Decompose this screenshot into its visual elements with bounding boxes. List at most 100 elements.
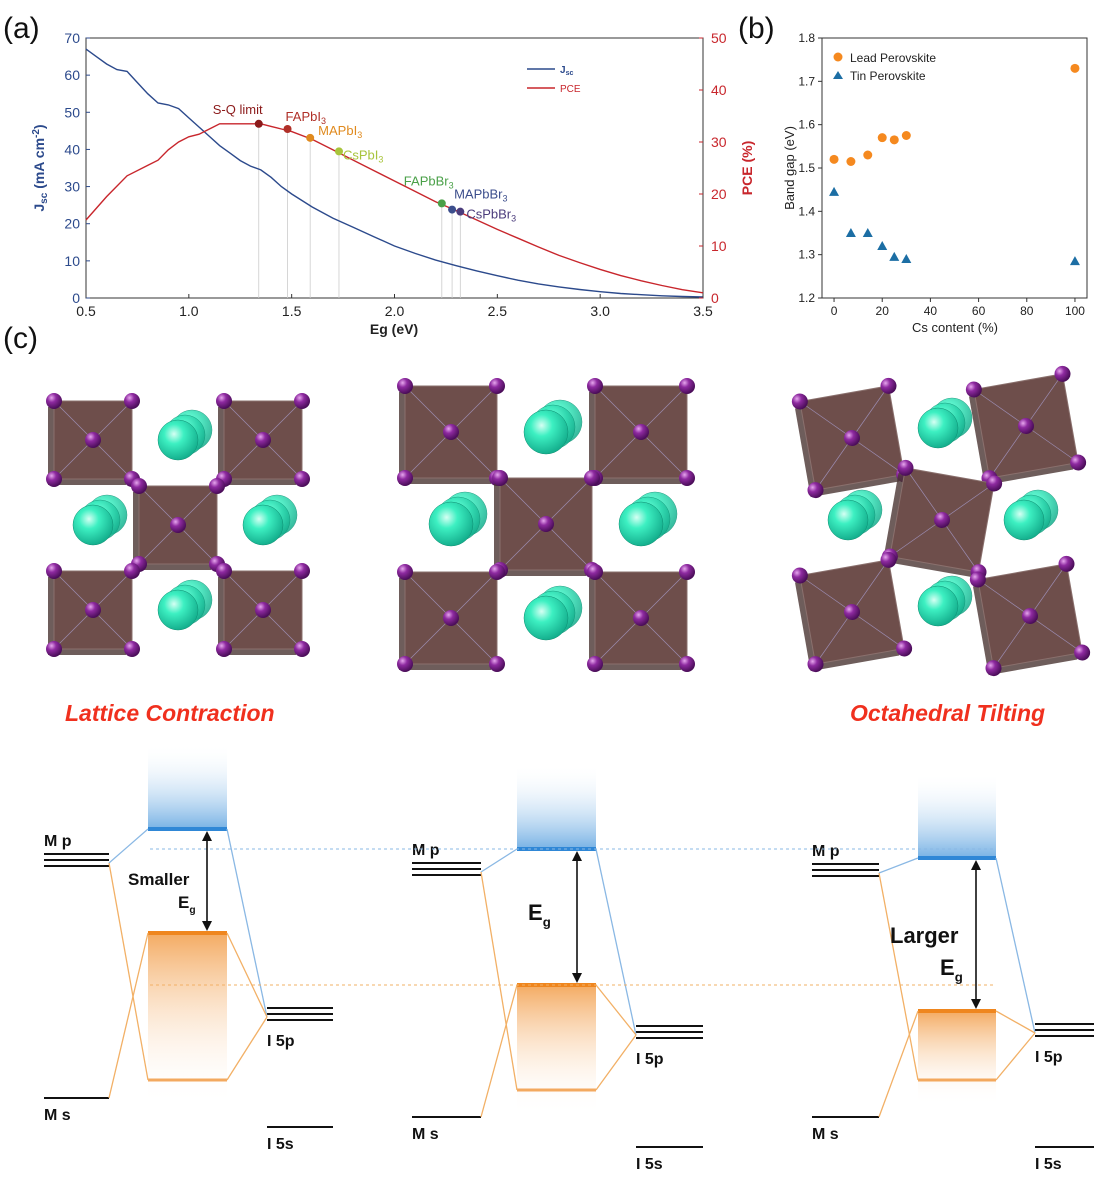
cation-atom: [157, 589, 199, 631]
energy-diagram-1: M p M s I 5p I 5s: [44, 744, 333, 1153]
arrow-head-up: [572, 851, 582, 861]
annotation-point: [306, 133, 315, 142]
halide-atom: [124, 641, 140, 657]
x-tick-label: 100: [1065, 304, 1085, 318]
chart-b: 0 20 40 60 80 100 1.2 1.3 1.4 1.5 1.6 1.7 1.8 Cs co…: [782, 31, 1088, 335]
x-tick-label: 2.5: [488, 303, 508, 319]
mp-to-vb: [878, 872, 919, 1081]
y-tick-right-label: 20: [711, 186, 727, 202]
chart-a-legend: Jsc PCE: [527, 65, 581, 95]
y-tick-left-label: 10: [64, 253, 80, 269]
tin-point: [845, 228, 856, 237]
tin-point: [829, 186, 840, 196]
cation-atom: [827, 499, 869, 541]
panel-label-b: (b): [738, 12, 775, 45]
crystal-lattice-contraction: [46, 393, 310, 657]
halide-atom: [46, 393, 62, 409]
tin-point: [1069, 256, 1080, 266]
lead-point: [889, 135, 899, 145]
series-jsc-line: [85, 48, 704, 298]
cation-atom: [72, 504, 114, 546]
octahedron: [216, 393, 310, 487]
halide-atom: [170, 517, 186, 533]
annotation-point: [254, 119, 263, 128]
band-gap-annotations: Smaller Eg Eg Larger Eg: [128, 831, 981, 1009]
halide-atom: [633, 610, 649, 626]
cation-atom: [523, 409, 569, 455]
chart-a-ylabel-left: Jsc (mA cm-2): [31, 124, 50, 211]
annotation-label: CsPbBr3: [466, 207, 516, 224]
cation-atom: [157, 419, 199, 461]
chart-a-series: [85, 48, 704, 298]
chart-a-y-ticks-right: 0 10 20 30 40 50: [699, 30, 727, 306]
x-tick-label: 1.0: [179, 303, 199, 319]
halide-atom: [443, 610, 459, 626]
crystal-reference: [397, 378, 695, 672]
chart-a-xlabel: Eg (eV): [370, 321, 418, 337]
y-tick-label: 1.3: [798, 248, 815, 262]
halide-atom: [807, 656, 824, 673]
halide-atom: [46, 641, 62, 657]
y-tick-right-label: 30: [711, 134, 727, 150]
x-tick-label: 3.5: [693, 303, 713, 319]
conduction-band-fill: [517, 764, 596, 849]
eg-label: Eg: [178, 893, 196, 916]
halide-atom: [633, 424, 649, 440]
halide-atom: [294, 563, 310, 579]
x-tick-label: 60: [972, 304, 986, 318]
ms-to-vb: [108, 932, 149, 1099]
halide-atom: [896, 640, 913, 657]
halide-atom: [1070, 454, 1087, 471]
halide-atom: [397, 564, 413, 580]
y-tick-left-label: 20: [64, 216, 80, 232]
legend-jsc-label: Jsc: [560, 65, 573, 77]
halide-atom: [679, 656, 695, 672]
octahedron: [587, 378, 695, 486]
mp-to-cb: [480, 848, 518, 873]
chart-b-legend: Lead Perovskite Tin Perovskite: [833, 51, 936, 83]
tin-point: [862, 228, 873, 237]
halide-atom: [880, 377, 897, 394]
halide-atom: [131, 478, 147, 494]
crystal-octahedral-tilting: [791, 365, 1091, 677]
conduction-band-fill: [148, 744, 227, 829]
arrow-head-down: [202, 921, 212, 931]
tin-point: [889, 251, 900, 261]
energy-diagram-3: M p M s I 5p I 5s: [812, 773, 1094, 1173]
panel-label-c: (c): [3, 322, 38, 355]
halide-atom: [934, 512, 950, 528]
annotation-label: FAPbI3: [286, 109, 326, 126]
halide-atom: [1058, 555, 1075, 572]
mp-to-cb: [108, 828, 149, 864]
mp-label: M p: [812, 843, 840, 860]
eg-label: Eg: [940, 955, 963, 985]
ms-label: M s: [412, 1126, 439, 1143]
chart-a-frame: [85, 37, 704, 299]
halide-atom: [844, 430, 860, 446]
lead-point: [829, 154, 839, 164]
lead-point: [1070, 63, 1080, 73]
cation-atom: [618, 501, 664, 547]
y-tick-left-label: 30: [64, 179, 80, 195]
halide-atom: [538, 516, 554, 532]
annotation-label: CsPbI3: [343, 147, 383, 164]
cation-atom: [523, 595, 569, 641]
y-tick-left-label: 60: [64, 67, 80, 83]
annotation-label: MAPbBr3: [454, 187, 507, 204]
mp-to-vb: [108, 862, 149, 1081]
halide-atom: [397, 378, 413, 394]
cation-atom: [428, 501, 474, 547]
y-tick-label: 1.4: [798, 204, 815, 218]
reference-lines: [150, 848, 995, 986]
chart-b-y-ticks: 1.2 1.3 1.4 1.5 1.6 1.7 1.8: [798, 31, 822, 305]
halide-atom: [397, 656, 413, 672]
smaller-label: Smaller: [128, 870, 190, 889]
x-tick-label: 0: [831, 304, 838, 318]
legend-lead-marker: [833, 52, 843, 62]
chart-b-xlabel: Cs content (%): [912, 320, 998, 335]
cation-atom: [1003, 499, 1045, 541]
y-tick-label: 1.8: [798, 31, 815, 45]
annotation-point: [283, 125, 292, 133]
